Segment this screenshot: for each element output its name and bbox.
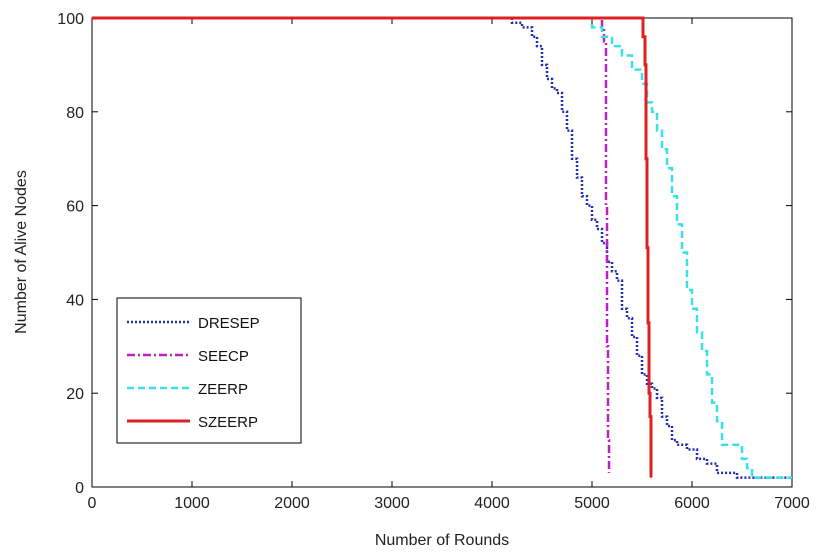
x-tick-label: 3000 (374, 495, 410, 512)
series-line-szeerp (92, 16, 653, 478)
x-axis-label: Number of Rounds (375, 532, 509, 549)
y-tick-label: 40 (66, 292, 84, 309)
x-tick-label: 7000 (774, 495, 810, 512)
x-tick-label: 4000 (474, 495, 510, 512)
legend-label-seecp: SEECP (198, 348, 249, 365)
legend-label-dresep: DRESEP (198, 315, 260, 332)
y-tick-label: 0 (75, 480, 84, 497)
series-line-zeerp (92, 16, 792, 479)
y-tick-label: 60 (66, 199, 84, 216)
x-tick-label: 6000 (674, 495, 710, 512)
axis-tick-labels: 0 1000 2000 3000 4000 5000 6000 7000 0 20 40 60 80 10… (57, 11, 810, 512)
x-tick-label: 0 (88, 495, 97, 512)
y-tick-label: 100 (57, 11, 84, 28)
y-tick-label: 20 (66, 386, 84, 403)
series-line-seecp (92, 16, 611, 473)
x-tick-label: 2000 (274, 495, 310, 512)
legend-label-zeerp: ZEERP (198, 381, 248, 398)
x-tick-label: 5000 (574, 495, 610, 512)
series-layer (92, 16, 792, 479)
x-tick-label: 1000 (174, 495, 210, 512)
legend-label-szeerp: SZEERP (198, 414, 258, 431)
y-tick-label: 80 (66, 105, 84, 122)
legend: DRESEP SEECP ZEERP SZEERP (116, 297, 302, 444)
y-axis-label: Number of Alive Nodes (13, 170, 30, 334)
